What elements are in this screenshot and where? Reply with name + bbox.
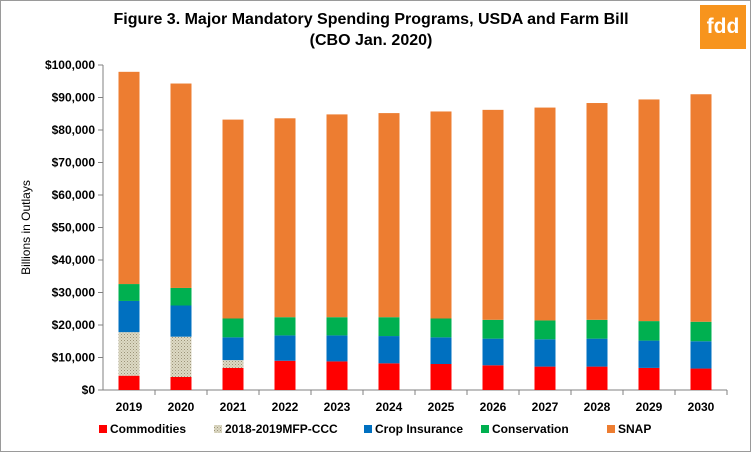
bar-segment-2018-2019mfp-ccc-2020 [170, 336, 192, 377]
bar-segment-snap-2023 [326, 114, 348, 318]
bar-segment-conservation-2028 [586, 319, 608, 339]
bar-segment-crop-insurance-2022 [274, 335, 296, 361]
bar-segment-commodities-2026 [482, 365, 504, 390]
x-tick-label: 2022 [272, 400, 299, 414]
x-tick-label: 2019 [116, 400, 143, 414]
legend-label: Commodities [110, 422, 186, 436]
bar-segment-crop-insurance-2027 [534, 339, 556, 367]
bar-segment-crop-insurance-2020 [170, 305, 192, 337]
bar-segment-crop-insurance-2019 [118, 300, 140, 333]
x-tick-label: 2026 [480, 400, 507, 414]
bar-segment-snap-2019 [118, 71, 140, 285]
legend-swatch-commodities [99, 425, 107, 433]
bar-segment-snap-2025 [430, 111, 452, 319]
x-tick-label: 2028 [584, 400, 611, 414]
chart-subtitle: (CBO Jan. 2020) [309, 32, 433, 49]
bar-segment-conservation-2022 [274, 317, 296, 336]
x-tick-label: 2030 [688, 400, 715, 414]
legend-label: Crop Insurance [375, 422, 463, 436]
bar-segment-conservation-2029 [638, 321, 660, 341]
legend-swatch-2018-2019mfp-ccc [214, 425, 222, 433]
bar-segment-commodities-2029 [638, 367, 660, 390]
bar-segment-conservation-2024 [378, 317, 400, 337]
y-tick-label: $0 [82, 383, 96, 397]
y-tick-label: $100,000 [45, 58, 95, 72]
bar-segment-conservation-2025 [430, 318, 452, 338]
bar-segment-snap-2027 [534, 107, 556, 321]
bar-segment-commodities-2030 [690, 368, 712, 390]
bar-segment-crop-insurance-2030 [690, 341, 712, 369]
bar-segment-crop-insurance-2025 [430, 337, 452, 364]
bar-segment-commodities-2019 [118, 375, 140, 390]
bars-layer [118, 71, 712, 390]
axes-layer [98, 64, 728, 395]
bar-segment-crop-insurance-2024 [378, 336, 400, 364]
bar-segment-commodities-2027 [534, 366, 556, 390]
y-tick-label: $90,000 [52, 91, 96, 105]
bar-segment-commodities-2025 [430, 364, 452, 390]
legend-layer: Commodities 2018-2019MFP-CCC Crop Insuranc… [99, 422, 651, 436]
bar-segment-crop-insurance-2021 [222, 337, 244, 361]
bar-segment-snap-2022 [274, 118, 296, 318]
y-tick-label: $60,000 [52, 188, 96, 202]
x-tick-label: 2024 [376, 400, 403, 414]
bar-segment-conservation-2020 [170, 287, 192, 306]
x-tick-label: 2027 [532, 400, 559, 414]
chart-title-block: Figure 3. Major Mandatory Spending Progr… [61, 9, 681, 51]
bar-segment-snap-2029 [638, 99, 660, 322]
legend-label: 2018-2019MFP-CCC [225, 422, 338, 436]
y-tick-label: $40,000 [52, 253, 96, 267]
bar-segment-crop-insurance-2029 [638, 340, 660, 368]
chart-title: Figure 3. Major Mandatory Spending Progr… [113, 11, 629, 28]
x-tick-label: 2029 [636, 400, 663, 414]
bar-segment-crop-insurance-2028 [586, 338, 608, 367]
fdd-logo: fdd [700, 5, 746, 49]
y-tick-label: $10,000 [52, 351, 96, 365]
x-tick-label: 2023 [324, 400, 351, 414]
bar-segment-conservation-2019 [118, 284, 140, 301]
legend-swatch-snap [607, 425, 615, 433]
bar-segment-snap-2028 [586, 103, 608, 320]
y-axis-title: Billions in Outlays [19, 180, 33, 275]
bar-segment-commodities-2021 [222, 367, 244, 390]
x-tick-label: 2020 [168, 400, 195, 414]
bar-segment-commodities-2022 [274, 360, 296, 390]
y-tick-label: $50,000 [52, 221, 96, 235]
legend-label: Conservation [492, 422, 569, 436]
y-tick-label: $80,000 [52, 123, 96, 137]
bar-segment-2018-2019mfp-ccc-2021 [222, 360, 244, 368]
bar-segment-snap-2021 [222, 119, 244, 319]
bar-segment-commodities-2024 [378, 363, 400, 390]
y-tick-label: $30,000 [52, 286, 96, 300]
bar-segment-commodities-2028 [586, 366, 608, 390]
legend-label: SNAP [618, 422, 651, 436]
bar-segment-conservation-2021 [222, 318, 244, 338]
bar-segment-conservation-2023 [326, 317, 348, 336]
bar-segment-snap-2024 [378, 113, 400, 318]
bar-segment-snap-2030 [690, 94, 712, 322]
x-tick-label: 2025 [428, 400, 455, 414]
bar-segment-crop-insurance-2023 [326, 335, 348, 362]
bar-segment-commodities-2020 [170, 377, 192, 390]
bar-segment-2018-2019mfp-ccc-2019 [118, 332, 140, 376]
legend-swatch-conservation [481, 425, 489, 433]
y-tick-label: $70,000 [52, 156, 96, 170]
bar-segment-snap-2020 [170, 83, 192, 288]
labels-layer: $0 $10,000 $20,000 $30,000 $40,000 $50,000 $60… [19, 58, 715, 414]
bar-segment-conservation-2030 [690, 321, 712, 342]
y-tick-label: $20,000 [52, 318, 96, 332]
bar-segment-commodities-2023 [326, 361, 348, 390]
bar-segment-snap-2026 [482, 109, 504, 320]
bar-segment-conservation-2026 [482, 319, 504, 339]
legend-swatch-crop-insurance [364, 425, 372, 433]
bar-segment-crop-insurance-2026 [482, 338, 504, 366]
x-tick-label: 2021 [220, 400, 247, 414]
bar-segment-conservation-2027 [534, 320, 556, 340]
